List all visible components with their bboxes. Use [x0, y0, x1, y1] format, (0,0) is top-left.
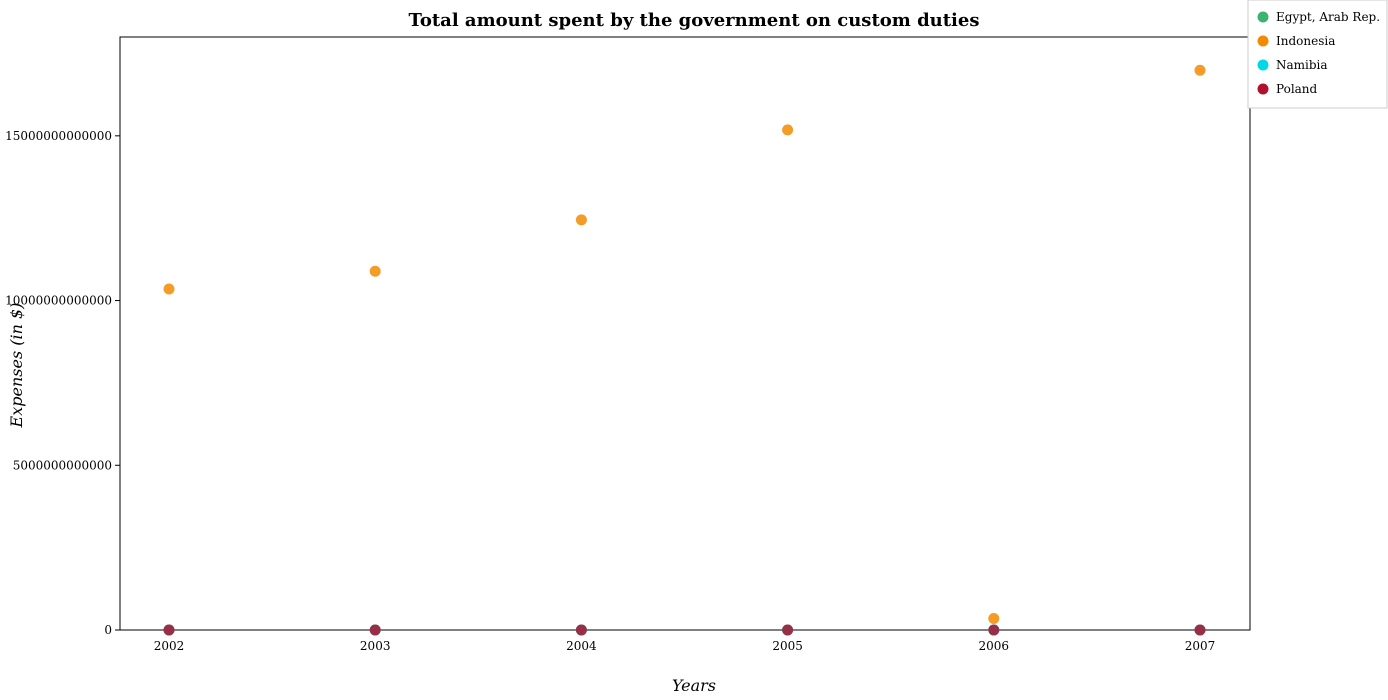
- point-indonesia-2004: [575, 214, 587, 226]
- legend-marker: [1257, 59, 1269, 71]
- x-tick-label: 2007: [1185, 639, 1216, 653]
- legend-label: Indonesia: [1276, 34, 1335, 48]
- y-tick-label: 15000000000000: [5, 129, 112, 143]
- legend-box: [1247, 0, 1388, 109]
- legend-marker: [1257, 83, 1269, 95]
- point-indonesia-2003: [369, 265, 381, 277]
- data-points: [163, 64, 1206, 636]
- legend-marker: [1257, 11, 1269, 23]
- point-poland-2007: [1194, 624, 1206, 636]
- legend-label: Namibia: [1276, 58, 1328, 72]
- x-axis-label: Years: [672, 676, 716, 695]
- point-poland-2004: [575, 624, 587, 636]
- point-poland-2005: [782, 624, 794, 636]
- point-poland-2003: [369, 624, 381, 636]
- point-poland-2002: [163, 624, 175, 636]
- y-axis-ticks: 0 5000000000000 10000000000000 150000000000…: [5, 129, 120, 637]
- point-indonesia-2002: [163, 283, 175, 295]
- y-tick-label: 10000000000000: [5, 294, 112, 308]
- point-indonesia-2006: [988, 612, 1000, 624]
- x-tick-label: 2005: [772, 639, 803, 653]
- x-axis-ticks: 2002 2003 2004 2005 2006 2007: [154, 630, 1216, 653]
- y-tick-label: 5000000000000: [13, 458, 112, 472]
- y-tick-label: 0: [104, 623, 112, 637]
- x-tick-label: 2003: [360, 639, 391, 653]
- legend-label: Egypt, Arab Rep.: [1276, 10, 1380, 24]
- legend-marker: [1257, 35, 1269, 47]
- chart-title: Total amount spent by the government on …: [409, 10, 980, 31]
- x-tick-label: 2004: [566, 639, 597, 653]
- plot-frame: [119, 36, 1251, 631]
- plot-area: [119, 36, 1251, 631]
- x-tick-label: 2006: [979, 639, 1010, 653]
- point-indonesia-2007: [1194, 64, 1206, 76]
- legend: Egypt, Arab Rep. Indonesia Namibia Poland: [1247, 0, 1388, 109]
- y-axis-label: Expenses (in $): [7, 303, 26, 429]
- x-tick-label: 2002: [154, 639, 185, 653]
- legend-label: Poland: [1276, 82, 1318, 96]
- point-poland-2006: [988, 624, 1000, 636]
- point-indonesia-2005: [782, 124, 794, 136]
